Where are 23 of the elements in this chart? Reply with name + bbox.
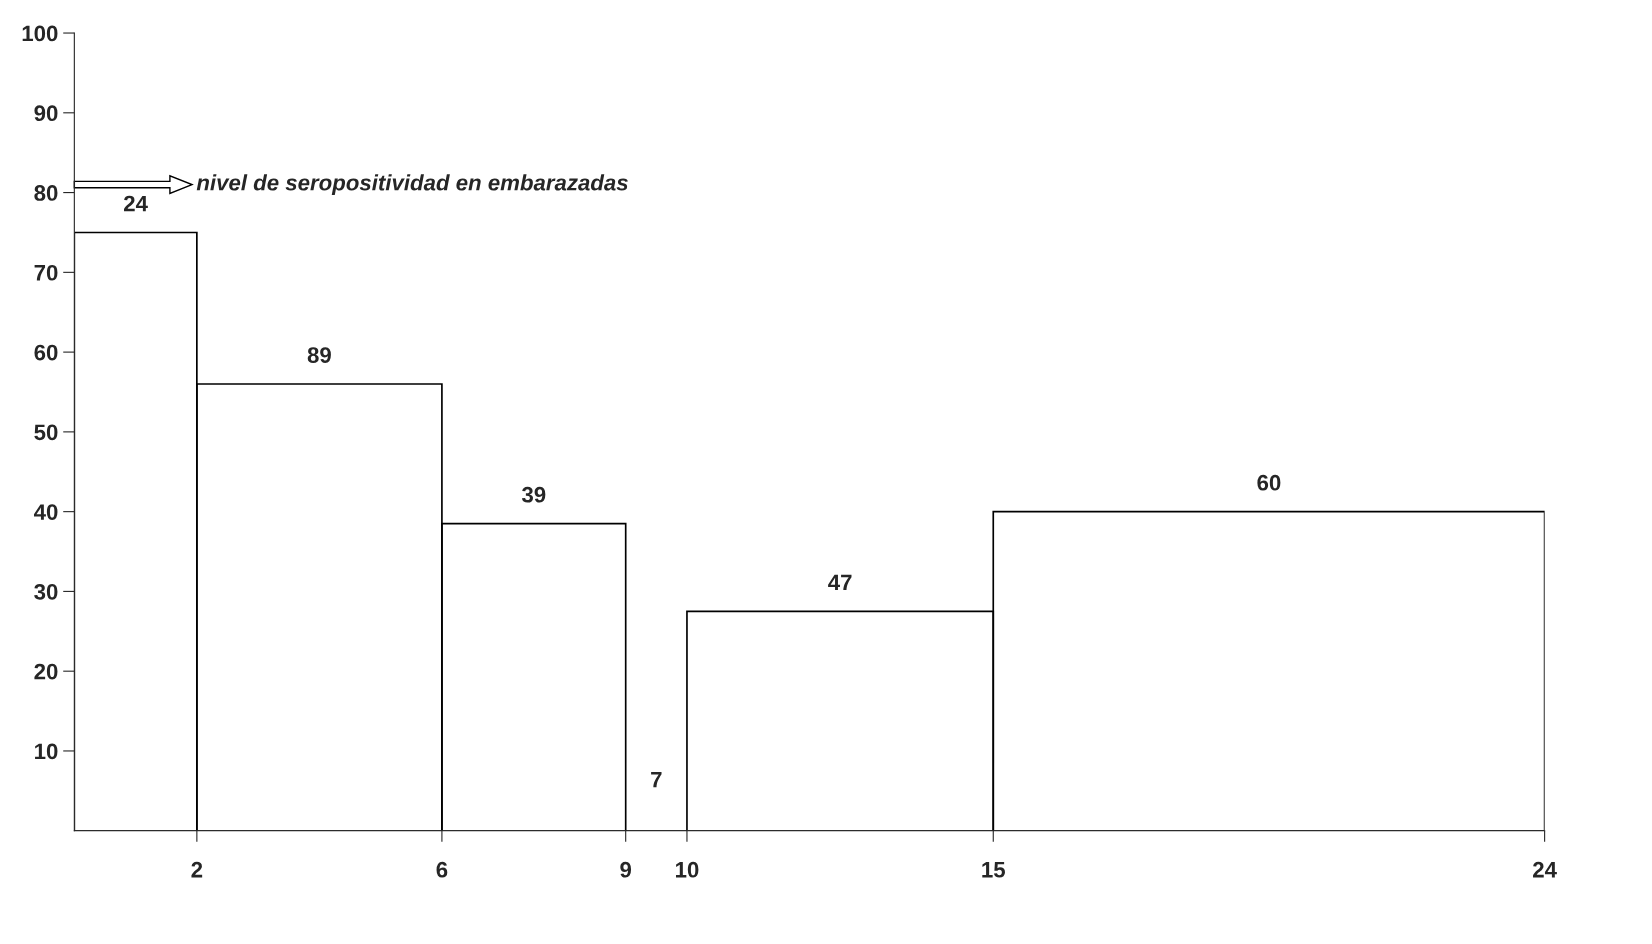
x-tick-label: 10 xyxy=(676,861,699,878)
y-tick-label: 30 xyxy=(34,583,58,600)
x-tick-label: 24 xyxy=(1533,861,1557,878)
x-tick-label: 6 xyxy=(436,861,448,878)
y-tick-label: 10 xyxy=(35,743,58,760)
y-tick-label: 100 xyxy=(22,25,58,42)
annotation: 47 xyxy=(828,574,852,591)
annotation: nivel de seropositividad en embarazadas xyxy=(196,174,628,195)
x-tick-label: 9 xyxy=(620,861,632,878)
annotation: 39 xyxy=(521,486,546,503)
annotation: 60 xyxy=(1257,474,1281,491)
x-tick-label: 15 xyxy=(982,862,1006,878)
y-tick-label: 60 xyxy=(34,344,58,361)
y-tick-label: 20 xyxy=(34,663,58,680)
x-tick-label: 2 xyxy=(191,861,203,878)
y-tick-label: 90 xyxy=(34,105,58,122)
y-tick-label: 40 xyxy=(33,504,58,520)
y-tick-label: 50 xyxy=(34,424,58,441)
y-tick-label: 70 xyxy=(34,264,58,281)
y-tick-label: 80 xyxy=(34,185,58,201)
annotation: 7 xyxy=(651,771,662,788)
annotation: 24 xyxy=(124,195,148,212)
annotation: 89 xyxy=(307,347,331,363)
